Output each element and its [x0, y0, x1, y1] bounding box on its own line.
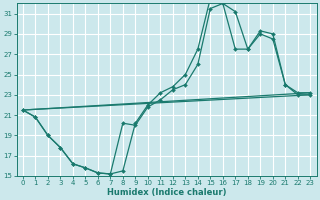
X-axis label: Humidex (Indice chaleur): Humidex (Indice chaleur) [107, 188, 226, 197]
